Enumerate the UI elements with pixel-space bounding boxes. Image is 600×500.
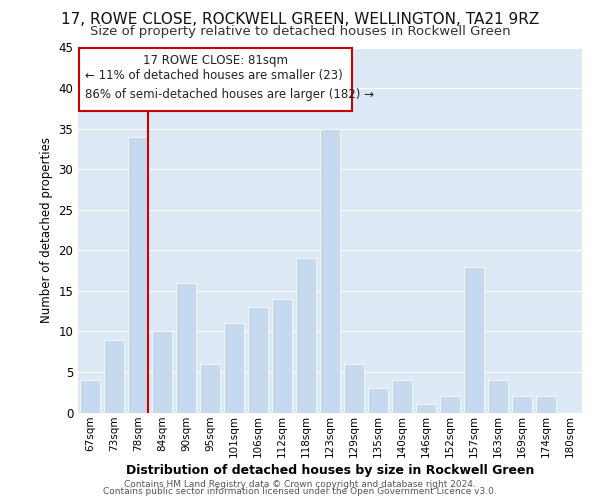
Text: ← 11% of detached houses are smaller (23): ← 11% of detached houses are smaller (23… — [85, 70, 343, 82]
Bar — [296, 258, 316, 412]
Text: Size of property relative to detached houses in Rockwell Green: Size of property relative to detached ho… — [89, 25, 511, 38]
Bar — [200, 364, 220, 412]
Y-axis label: Number of detached properties: Number of detached properties — [40, 137, 53, 323]
FancyBboxPatch shape — [79, 48, 352, 111]
Bar — [416, 404, 436, 412]
Bar — [344, 364, 364, 412]
Bar — [512, 396, 532, 412]
Bar — [272, 299, 292, 412]
Text: 17 ROWE CLOSE: 81sqm: 17 ROWE CLOSE: 81sqm — [143, 54, 288, 67]
Bar — [104, 340, 124, 412]
Bar — [320, 128, 340, 412]
Bar — [464, 266, 484, 412]
Bar — [128, 136, 148, 412]
Text: Contains HM Land Registry data © Crown copyright and database right 2024.: Contains HM Land Registry data © Crown c… — [124, 480, 476, 489]
Text: 17, ROWE CLOSE, ROCKWELL GREEN, WELLINGTON, TA21 9RZ: 17, ROWE CLOSE, ROCKWELL GREEN, WELLINGT… — [61, 12, 539, 28]
Bar — [224, 324, 244, 412]
Bar — [248, 307, 268, 412]
Text: Contains public sector information licensed under the Open Government Licence v3: Contains public sector information licen… — [103, 487, 497, 496]
Bar — [440, 396, 460, 412]
Bar — [536, 396, 556, 412]
Bar — [392, 380, 412, 412]
Bar — [488, 380, 508, 412]
Bar — [176, 282, 196, 412]
Text: 86% of semi-detached houses are larger (182) →: 86% of semi-detached houses are larger (… — [85, 88, 374, 101]
X-axis label: Distribution of detached houses by size in Rockwell Green: Distribution of detached houses by size … — [126, 464, 534, 477]
Bar — [368, 388, 388, 412]
Bar — [80, 380, 100, 412]
Bar — [152, 332, 172, 412]
